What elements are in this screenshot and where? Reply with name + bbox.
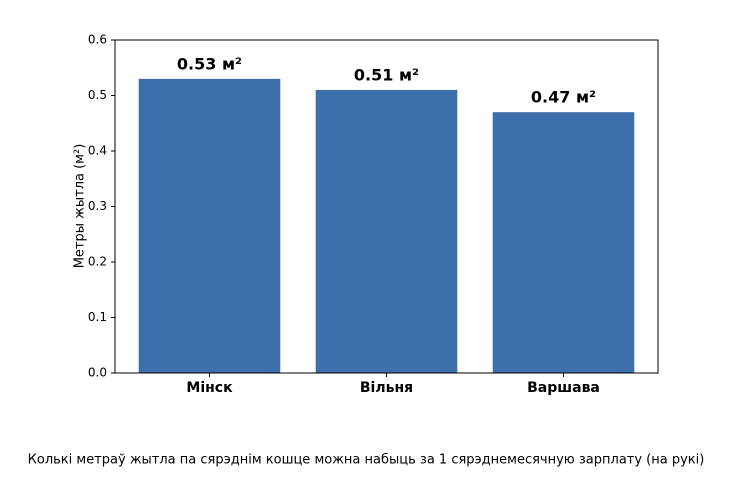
caption: Колькі метраў жытла па сярэднім кошце мо… bbox=[28, 453, 705, 468]
y-axis-label: Метры жытла (м²) bbox=[73, 144, 88, 269]
value-label: 0.51 м² bbox=[354, 65, 419, 84]
value-label: 0.47 м² bbox=[531, 88, 596, 107]
value-label: 0.53 м² bbox=[177, 54, 242, 73]
bar bbox=[138, 78, 281, 373]
y-tick-label: 0.2 bbox=[88, 255, 107, 269]
y-tick-label: 0.1 bbox=[88, 310, 107, 324]
y-tick-label: 0.4 bbox=[88, 144, 107, 158]
bar bbox=[315, 89, 458, 373]
x-tick-label: Вільня bbox=[360, 380, 413, 396]
y-tick-label: 0.0 bbox=[88, 366, 107, 380]
plot-frame bbox=[114, 39, 659, 374]
y-tick-label: 0.3 bbox=[88, 199, 107, 213]
y-tick-label: 0.5 bbox=[88, 88, 107, 102]
bar bbox=[492, 112, 635, 374]
x-tick-label: Мінск bbox=[186, 380, 233, 396]
x-tick-label: Варшава bbox=[527, 380, 600, 396]
y-tick-label: 0.6 bbox=[88, 33, 107, 47]
